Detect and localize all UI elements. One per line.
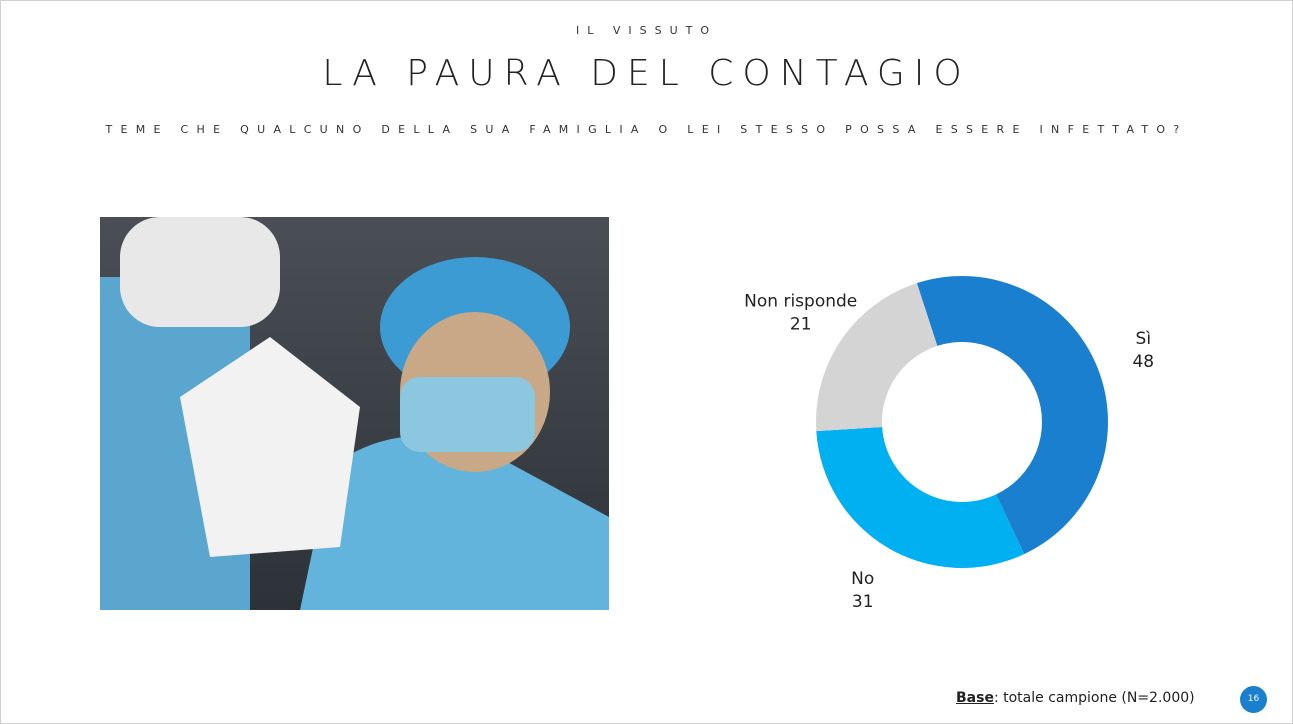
base-text: : totale campione (N=2.000) [994,690,1195,706]
slice-value: 48 [1132,352,1154,372]
slice [816,427,1024,568]
slice-value: 21 [790,314,812,334]
base-label: Base [956,690,994,706]
slide: IL VISSUTO LA PAURA DEL CONTAGIO TEME CH… [0,0,1293,724]
footer: Base: totale campione (N=2.000) [956,690,1195,706]
page-number: 16 [1240,686,1267,713]
slice-label: No [851,569,874,589]
chart: Sì 48 No 31 Non risponde 21 [1,1,1292,723]
slice-label: Non risponde [744,291,857,311]
slice-value: 31 [852,592,874,612]
slice-label: Sì [1136,329,1152,349]
